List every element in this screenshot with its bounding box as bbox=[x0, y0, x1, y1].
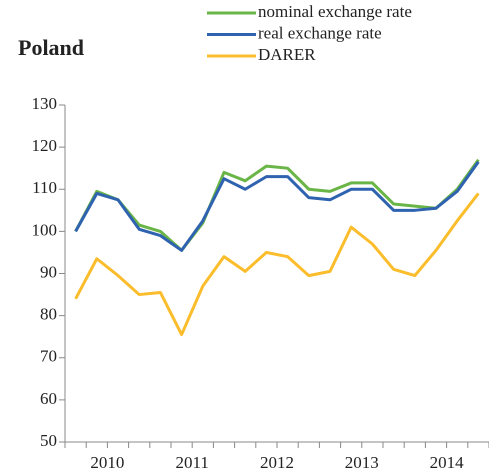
series-line bbox=[74, 192, 480, 337]
x-tick-label: 2011 bbox=[176, 453, 209, 472]
series-line bbox=[74, 160, 480, 252]
y-tick-label: 100 bbox=[32, 220, 58, 239]
y-tick-label: 110 bbox=[32, 178, 57, 197]
y-tick-label: 80 bbox=[40, 305, 57, 324]
legend-label: nominal exchange rate bbox=[258, 2, 412, 21]
y-tick-label: 60 bbox=[40, 389, 57, 408]
chart-title: Poland bbox=[18, 35, 84, 60]
x-tick-label: 2014 bbox=[430, 453, 465, 472]
y-tick-label: 50 bbox=[40, 431, 57, 450]
series-line bbox=[74, 158, 480, 252]
legend-label: real exchange rate bbox=[258, 23, 382, 42]
legend-label: DARER bbox=[258, 45, 316, 64]
x-tick-label: 2012 bbox=[260, 453, 294, 472]
x-tick-label: 2010 bbox=[90, 453, 124, 472]
x-tick-label: 2013 bbox=[345, 453, 379, 472]
y-tick-label: 70 bbox=[40, 347, 57, 366]
y-tick-label: 130 bbox=[32, 94, 58, 113]
y-tick-label: 90 bbox=[40, 262, 57, 281]
y-tick-label: 120 bbox=[32, 136, 58, 155]
